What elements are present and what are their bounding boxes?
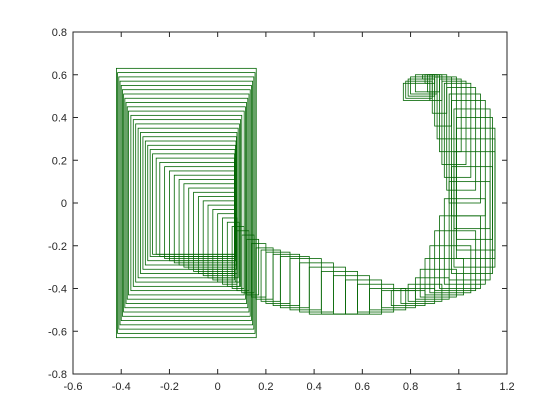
y-tick-label: -0.2 bbox=[48, 241, 67, 253]
data-rectangle-0-66 bbox=[448, 181, 491, 281]
data-rectangle-0-7 bbox=[124, 97, 249, 309]
data-rectangle-0-38 bbox=[236, 230, 250, 292]
data-rectangle-0-39 bbox=[241, 234, 255, 294]
data-rectangle-0-88 bbox=[407, 78, 436, 97]
data-rectangle-0-47 bbox=[289, 258, 322, 311]
y-tick-label: 0.4 bbox=[52, 113, 67, 125]
data-rectangle-0-57 bbox=[400, 288, 436, 304]
x-tick-label: 0 bbox=[215, 381, 221, 393]
data-rectangle-0-55 bbox=[381, 290, 416, 309]
data-rectangle-0-3 bbox=[119, 80, 254, 326]
data-rectangle-0-62 bbox=[429, 245, 472, 294]
data-rectangle-0-44 bbox=[265, 251, 291, 304]
data-rectangle-0-5 bbox=[122, 89, 251, 317]
y-tick-label: 0 bbox=[61, 198, 67, 210]
data-rectangle-0-63 bbox=[434, 230, 477, 292]
data-rectangle-0-9 bbox=[126, 106, 246, 300]
data-rectangle-0-33 bbox=[212, 209, 235, 281]
data-rectangle-0-37 bbox=[231, 226, 245, 289]
y-tick-label: -0.8 bbox=[48, 369, 67, 381]
data-rectangle-0-40 bbox=[246, 238, 260, 296]
data-rectangle-0-36 bbox=[226, 221, 240, 287]
data-rectangle-0-43 bbox=[260, 249, 281, 302]
data-rectangle-0-67 bbox=[451, 166, 493, 274]
x-tick-label: 0.8 bbox=[403, 381, 418, 393]
x-tick-label: 0.2 bbox=[258, 381, 273, 393]
data-rectangle-0-23 bbox=[164, 166, 235, 259]
plot-marks bbox=[116, 67, 496, 339]
x-tick-label: 1.2 bbox=[499, 381, 514, 393]
data-rectangle-0-53 bbox=[357, 283, 395, 313]
y-tick-label: -0.6 bbox=[48, 326, 67, 338]
data-rectangle-0-15 bbox=[140, 132, 238, 274]
data-rectangle-0-14 bbox=[137, 127, 239, 279]
data-rectangle-0-50 bbox=[320, 270, 358, 315]
x-axis-ticks: -0.6 -0.4 -0.2 0 0.2 0.4 0.6 0.8 1 1.2 bbox=[64, 32, 515, 393]
data-rectangle-0-30 bbox=[197, 196, 235, 274]
data-rectangle-0-78 bbox=[439, 78, 462, 153]
y-tick-label: 0.2 bbox=[52, 155, 67, 167]
y-tick-label: 0.8 bbox=[52, 27, 67, 39]
data-rectangle-0-73 bbox=[451, 100, 486, 217]
data-rectangle-0-51 bbox=[332, 275, 370, 315]
data-rectangle-0-60 bbox=[419, 268, 457, 298]
data-rectangle-0-11 bbox=[130, 114, 243, 292]
data-rectangle-0-80 bbox=[434, 76, 452, 127]
x-tick-label: -0.6 bbox=[64, 381, 83, 393]
y-tick-label: 0.6 bbox=[52, 70, 67, 82]
y-axis-ticks: -0.8 -0.6 -0.4 -0.2 0 0.2 0.4 0.6 0.8 bbox=[48, 27, 507, 381]
data-rectangle-0-82 bbox=[429, 74, 443, 101]
data-rectangle-0-76 bbox=[443, 82, 472, 178]
data-rectangle-0-65 bbox=[443, 198, 486, 285]
data-rectangle-0-90 bbox=[402, 82, 431, 101]
data-rectangle-0-12 bbox=[132, 119, 241, 287]
data-rectangle-0-48 bbox=[299, 262, 334, 313]
data-rectangle-0-74 bbox=[448, 93, 481, 204]
data-rectangle-0-87 bbox=[410, 76, 438, 95]
data-rectangle-0-2 bbox=[118, 76, 255, 330]
data-rectangle-0-4 bbox=[120, 85, 252, 321]
x-tick-label: 0.4 bbox=[306, 381, 321, 393]
data-rectangle-0-6 bbox=[123, 93, 250, 313]
data-rectangle-0-52 bbox=[345, 279, 383, 315]
data-rectangle-0-54 bbox=[369, 288, 407, 311]
data-rectangle-0-0 bbox=[116, 67, 257, 339]
data-rectangle-0-10 bbox=[128, 110, 245, 296]
data-rectangle-0-45 bbox=[272, 253, 301, 307]
y-tick-label: -0.4 bbox=[48, 284, 67, 296]
data-rectangle-0-13 bbox=[135, 123, 240, 283]
x-tick-label: 1 bbox=[456, 381, 462, 393]
data-rectangle-0-29 bbox=[193, 191, 235, 272]
data-rectangle-0-71 bbox=[455, 117, 493, 240]
x-tick-label: -0.2 bbox=[160, 381, 179, 393]
data-rectangle-0-89 bbox=[405, 80, 433, 99]
data-rectangle-0-49 bbox=[308, 266, 346, 315]
data-rectangle-0-72 bbox=[453, 108, 491, 230]
data-rectangle-0-1 bbox=[117, 72, 256, 334]
data-rectangle-0-34 bbox=[217, 213, 237, 283]
data-rectangle-0-8 bbox=[125, 102, 247, 304]
data-rectangle-0-77 bbox=[441, 80, 467, 165]
x-tick-label: 0.6 bbox=[355, 381, 370, 393]
x-tick-label: -0.4 bbox=[112, 381, 131, 393]
data-rectangle-0-46 bbox=[279, 256, 310, 309]
